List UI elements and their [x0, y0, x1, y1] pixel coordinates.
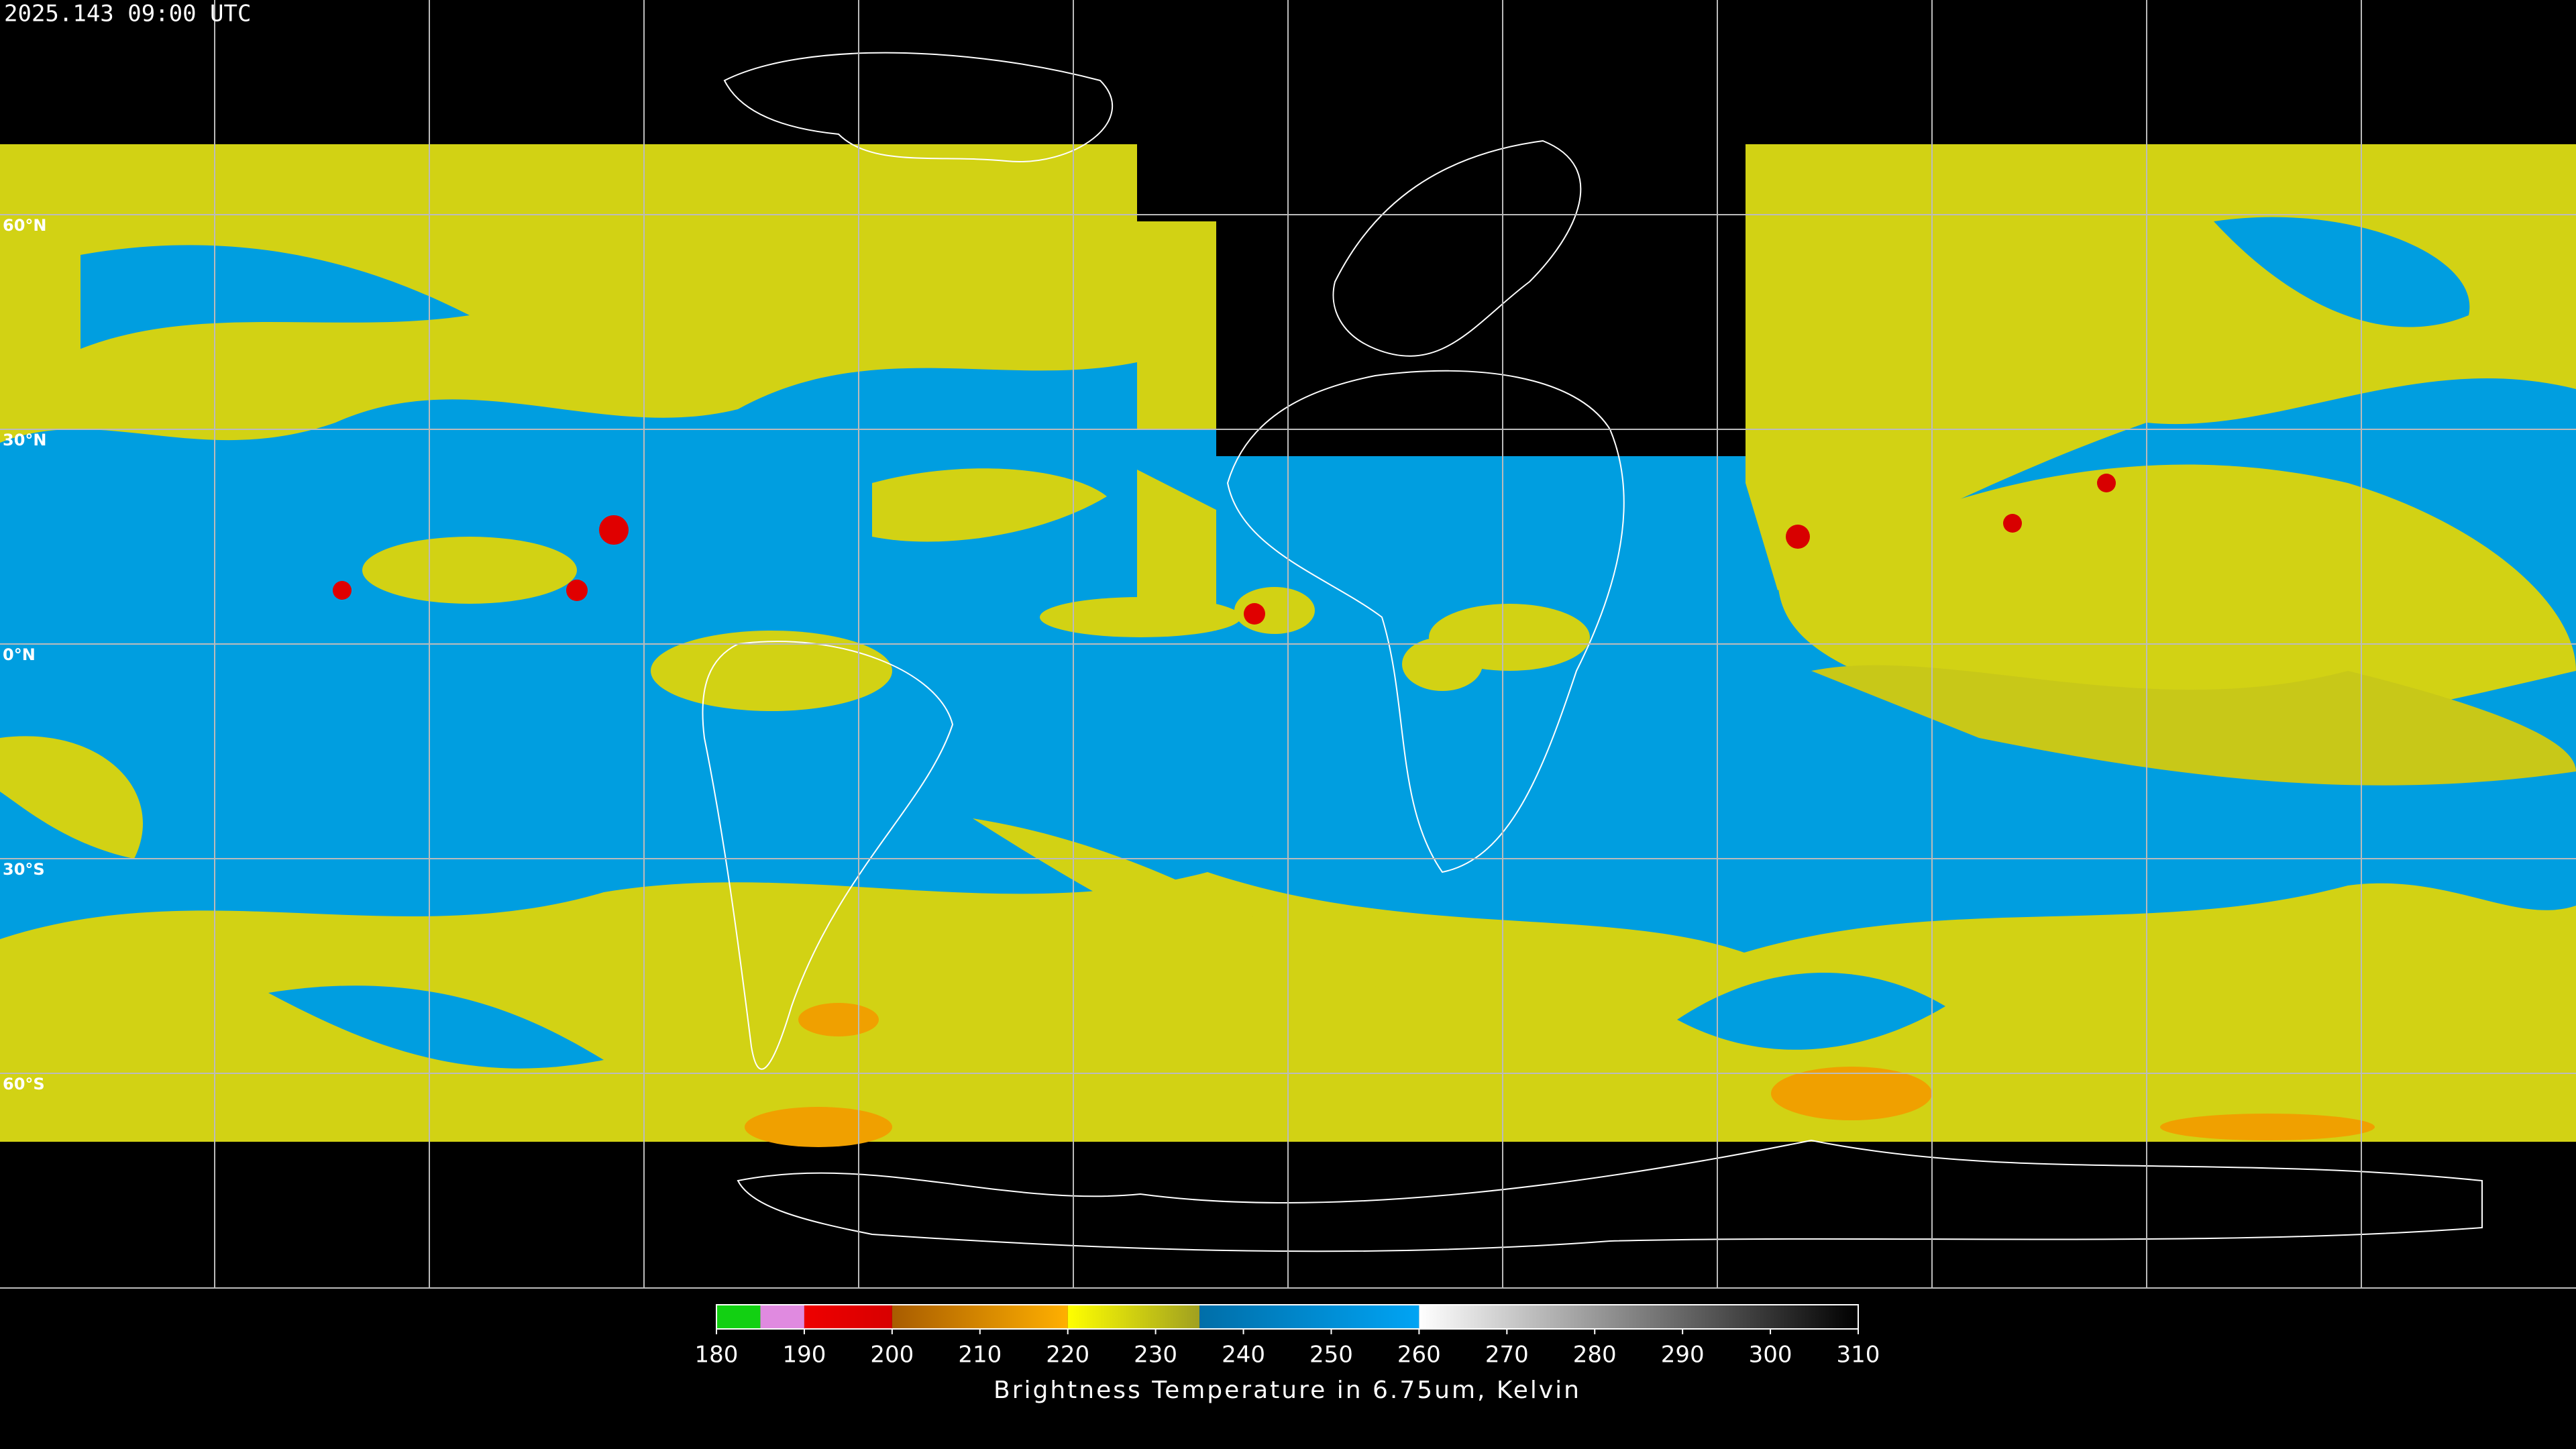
moist-band [872, 468, 1107, 542]
cold-cloud [1771, 1067, 1932, 1120]
graticule [0, 0, 2576, 1289]
colorbar-segment [760, 1305, 804, 1329]
convection [1402, 637, 1483, 691]
coastline [1332, 140, 1582, 357]
cold-cloud [745, 1107, 892, 1147]
colorbar-segment [1419, 1305, 1858, 1329]
colorbar-frame [716, 1304, 1859, 1330]
moist-region [1137, 215, 1216, 631]
dry-intrusion [80, 245, 470, 349]
colorbar-tick-label: 290 [1661, 1342, 1705, 1368]
deep-convection [1786, 525, 1810, 549]
moist-region [0, 736, 144, 859]
moist-region [0, 144, 1137, 443]
colorbar-segment [804, 1305, 892, 1329]
colorbar-segment [892, 1305, 1068, 1329]
colorbar-segment [716, 1305, 761, 1329]
colorbar-tick-label: 280 [1573, 1342, 1617, 1368]
deep-convection [599, 515, 629, 545]
colorbar-segment [1067, 1305, 1200, 1329]
no-data [1216, 0, 1746, 456]
dry-intrusion [2214, 217, 2470, 327]
latitude-label: 60°N [3, 216, 46, 235]
no-data [1137, 0, 1216, 221]
convection [651, 631, 892, 711]
colorbar: 180 190 200 210 220 230 240 250 260 270 280 290 300 3… [695, 1304, 1880, 1368]
deep-convection [1244, 603, 1265, 625]
timestamp: 2025.143 09:00 UTC [4, 1, 251, 28]
colorbar-tick-label: 210 [958, 1342, 1002, 1368]
colorbar-tick-label: 180 [695, 1342, 739, 1368]
convection [362, 537, 577, 604]
colorbar-tick-label: 250 [1309, 1342, 1353, 1368]
deep-convection [333, 581, 352, 600]
coastline [723, 52, 1114, 162]
deep-convection [566, 580, 588, 601]
colorbar-tick-label: 230 [1134, 1342, 1177, 1368]
colorbar-tick-label: 300 [1749, 1342, 1792, 1368]
cold-region [1137, 429, 1216, 510]
coastline [702, 641, 954, 1070]
colorbar-tick-label: 240 [1222, 1342, 1265, 1368]
cold-cloud [798, 1003, 879, 1036]
moist-band [973, 818, 1409, 1006]
colorbar-tick-label: 310 [1837, 1342, 1880, 1368]
colorbar-tick-label: 220 [1046, 1342, 1089, 1368]
colorbar-tick-label: 190 [782, 1342, 826, 1368]
latitude-labels: 60°N 30°N 0°N 30°S 60°S [3, 216, 46, 1093]
colorbar-tick-label: 200 [870, 1342, 914, 1368]
colorbar-tick-label: 260 [1397, 1342, 1441, 1368]
coastline [737, 1139, 2483, 1252]
deep-convection [2097, 474, 2116, 492]
dry-intrusion [1677, 973, 1945, 1050]
latitude-label: 30°S [3, 860, 45, 879]
latitude-label: 30°N [3, 431, 46, 449]
cold-cloud [2160, 1114, 2375, 1140]
moist-region [1778, 464, 2576, 738]
colorbar-tick-label: 270 [1485, 1342, 1529, 1368]
dry-intrusion [268, 985, 604, 1069]
latitude-label: 0°N [3, 645, 36, 664]
colorbar-title: Brightness Temperature in 6.75um, Kelvin [994, 1377, 1581, 1404]
colorbar-segment [1199, 1305, 1419, 1329]
latitude-label: 60°S [3, 1075, 45, 1093]
moist-region [1811, 665, 2576, 786]
deep-convection [2003, 514, 2022, 533]
